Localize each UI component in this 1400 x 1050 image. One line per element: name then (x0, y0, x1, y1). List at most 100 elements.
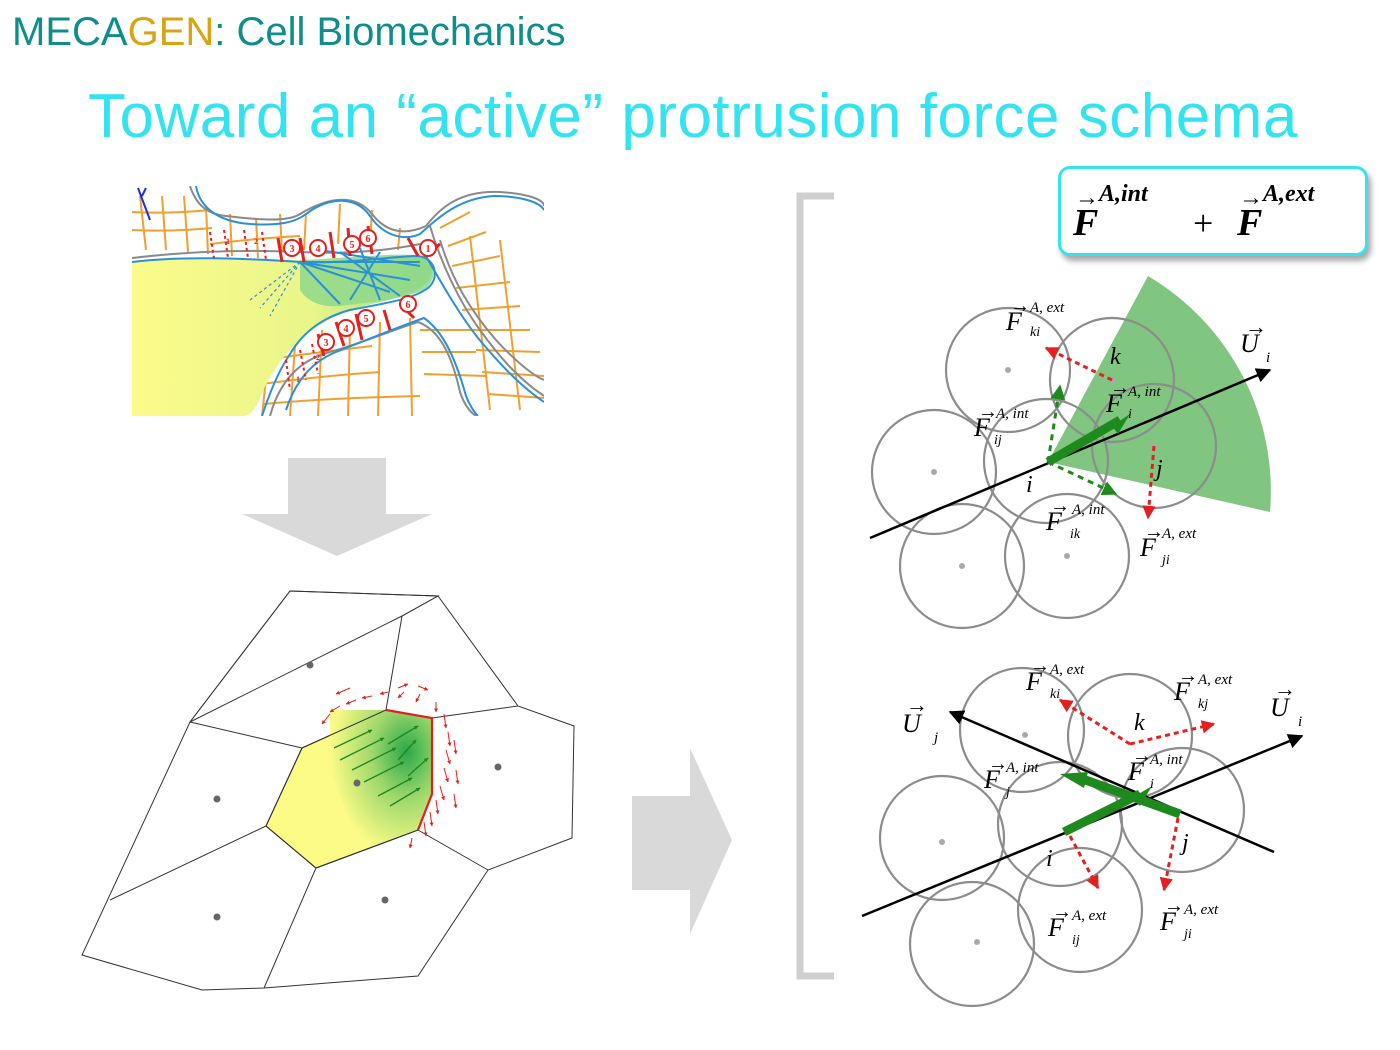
label-u-sub: i (1266, 350, 1270, 366)
force-label-fi-int: F→ i A, int (1105, 377, 1161, 422)
voronoi-cell-centers (213, 661, 502, 921)
external-force-arrows (321, 683, 460, 849)
marker: 4 (337, 319, 355, 337)
svg-text:F: F (983, 765, 1001, 794)
svg-text:ij: ij (994, 433, 1002, 448)
svg-text:F: F (1127, 757, 1145, 786)
svg-text:→: → (1010, 295, 1030, 317)
svg-text:→: → (988, 753, 1008, 775)
cell-circles (870, 306, 1218, 630)
label-k: k (1110, 344, 1121, 370)
diagram-top-labels: U → i k i j F→ ki A, ext F→ i A, int F→ … (973, 295, 1270, 568)
force-label-fki-ext: F→ ki A, ext (1025, 655, 1085, 702)
diagram-bottom: U → j U → i k i j F→ ki A, ext F→ kj A, … (861, 655, 1304, 1008)
adhesion-markers: 3 4 5 6 1 3 4 5 6 2 1 2 1 (226, 229, 437, 384)
svg-text:A, int: A, int (1149, 752, 1183, 768)
formula-svg: F → A,int + F → A,ext (1072, 181, 1316, 244)
voronoi-cell-diagram (81, 590, 575, 991)
label-uj: U (902, 709, 923, 738)
svg-text:A, ext: A, ext (1161, 526, 1197, 542)
header-brand-gen: GEN (127, 10, 215, 54)
diagram-bottom-labels: U → j U → i k i j F→ ki A, ext F→ kj A, … (902, 655, 1302, 948)
force-label-fij-int: F→ ij A, int (973, 401, 1029, 448)
svg-text:F: F (1005, 307, 1023, 336)
svg-text:A, int: A, int (1005, 760, 1039, 776)
svg-text:i: i (1150, 777, 1154, 792)
label-u: U (1240, 329, 1261, 358)
svg-text:3: 3 (324, 338, 329, 349)
arrow-accent-icon: → (1274, 676, 1296, 701)
slide-header: MECAGEN: Cell Biomechanics (12, 6, 566, 58)
formula-f-int: F (1072, 202, 1098, 244)
force-label-fi-int: F→ i A, int (1127, 745, 1183, 792)
svg-text:A, ext: A, ext (1197, 672, 1233, 688)
svg-text:F: F (1025, 667, 1043, 696)
force-label-fji-ext: F→ ji A, ext (1139, 521, 1197, 568)
svg-text:1: 1 (296, 375, 300, 384)
svg-text:ji: ji (1182, 927, 1192, 942)
arrow-accent-icon: → (1075, 185, 1099, 211)
arrow-accent-icon: → (1239, 185, 1263, 211)
protrusion-schematic: 3 4 5 6 1 3 4 5 6 2 1 2 1 (132, 186, 544, 416)
slide-title: Toward an “active” protrusion force sche… (88, 82, 1298, 151)
svg-text:A, int: A, int (1071, 502, 1105, 518)
header-brand-rest: : Cell Biomechanics (214, 10, 566, 54)
marker: 2 (316, 353, 320, 362)
marker: 5 (357, 309, 375, 327)
header-brand-meca: MECA (12, 10, 128, 54)
left-bracket (796, 192, 834, 980)
label-i: i (1026, 472, 1033, 498)
svg-text:6: 6 (366, 234, 371, 245)
svg-text:ik: ik (1070, 527, 1081, 542)
formula-f-ext: F (1236, 202, 1262, 244)
svg-text:ji: ji (1160, 553, 1170, 568)
membrane-lines (132, 186, 544, 416)
right-arrow-icon (632, 748, 732, 934)
svg-text:F: F (1045, 507, 1063, 536)
force-label-fkj-ext: F→ kj A, ext (1173, 665, 1233, 712)
force-label-fki-ext: F→ ki A, ext (1005, 295, 1065, 340)
svg-text:F: F (1047, 913, 1065, 942)
svg-text:1: 1 (426, 244, 431, 255)
svg-text:→: → (1050, 495, 1070, 517)
diagram-top: U → i k i j F→ ki A, ext F→ i A, int F→ … (869, 276, 1272, 630)
arrow-accent-icon: → (1245, 314, 1267, 339)
boundary-edge-red (385, 708, 434, 831)
label-k: k (1134, 710, 1145, 736)
down-arrow-icon (242, 458, 432, 556)
svg-text:ij: ij (1072, 933, 1080, 948)
cell-circles (878, 666, 1246, 1008)
marker: 1 (226, 237, 230, 246)
label-uj-sub: j (932, 730, 938, 746)
arrow-accent-icon: → (906, 692, 928, 717)
formula-box: F → A,int + F → A,ext (1058, 166, 1368, 256)
svg-text:4: 4 (344, 324, 349, 335)
svg-text:3: 3 (290, 244, 295, 255)
svg-text:6: 6 (406, 300, 411, 311)
svg-text:A, int: A, int (995, 406, 1029, 422)
svg-text:F: F (1159, 907, 1177, 936)
svg-text:2: 2 (316, 353, 320, 362)
svg-text:→: → (1030, 655, 1050, 677)
force-label-fij-ext: F→ ij A, ext (1047, 901, 1107, 948)
svg-text:→: → (978, 401, 998, 423)
marker: 5 (343, 235, 361, 253)
marker: 2 (254, 237, 258, 246)
svg-text:F: F (1105, 389, 1123, 418)
svg-text:→: → (1164, 895, 1184, 917)
label-j: j (1179, 830, 1189, 856)
svg-text:F: F (1173, 677, 1191, 706)
svg-text:→: → (1110, 377, 1130, 399)
svg-text:ki: ki (1050, 687, 1060, 702)
svg-text:F: F (973, 413, 991, 442)
vector-uj-arrow (948, 710, 1275, 854)
force-label-fik-int: F→ ik A, int (1045, 495, 1105, 542)
svg-text:→: → (1052, 901, 1072, 923)
marker: 4 (309, 239, 327, 257)
svg-text:5: 5 (350, 240, 355, 251)
svg-text:4: 4 (316, 244, 321, 255)
svg-text:A, ext: A, ext (1183, 902, 1219, 918)
svg-text:→: → (1132, 745, 1152, 767)
formula-sup-int: A,int (1097, 181, 1149, 207)
